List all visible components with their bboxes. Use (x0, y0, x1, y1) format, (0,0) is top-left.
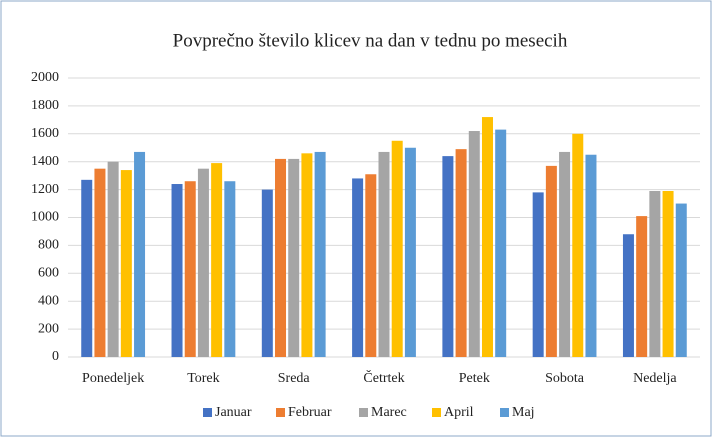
bar (314, 151, 326, 357)
bar (211, 163, 223, 357)
x-tick-label: Sreda (278, 371, 311, 386)
bar (134, 151, 146, 357)
bar (288, 158, 300, 357)
bar (197, 168, 209, 357)
bar (636, 216, 648, 357)
chart-title: Povprečno število klicev na dan v tednu … (173, 30, 568, 51)
bar (468, 131, 480, 357)
bar (261, 189, 273, 357)
x-tick-label: Petek (459, 371, 490, 386)
x-tick-label: Torek (187, 371, 219, 386)
bar (120, 170, 132, 357)
bar (495, 129, 507, 357)
y-tick-label: 1400 (31, 154, 59, 169)
bar (481, 117, 493, 357)
bar (107, 161, 119, 357)
y-tick-label: 1200 (31, 182, 59, 197)
y-tick-label: 400 (38, 293, 59, 308)
legend-label: Februar (288, 405, 332, 420)
y-tick-label: 1600 (31, 126, 59, 141)
y-tick-label: 800 (38, 238, 59, 253)
bar (171, 184, 183, 357)
bar (675, 203, 687, 357)
bar (378, 151, 390, 357)
bar (545, 165, 557, 357)
bar (94, 168, 106, 357)
bar (662, 190, 674, 357)
x-tick-label: Sobota (545, 371, 585, 386)
legend-swatch (500, 408, 509, 417)
y-tick-label: 0 (52, 349, 59, 364)
y-tick-label: 1000 (31, 210, 59, 225)
bar (81, 179, 93, 357)
x-tick-label: Nedelja (633, 371, 677, 386)
bar (224, 181, 236, 357)
bar (184, 181, 196, 357)
legend-swatch (359, 408, 368, 417)
bar (301, 153, 313, 357)
bar (352, 178, 364, 357)
bar (404, 147, 416, 357)
bar (442, 156, 454, 357)
legend-swatch (276, 408, 285, 417)
y-tick-label: 1800 (31, 98, 59, 113)
bar (585, 154, 597, 357)
bar (532, 192, 544, 357)
x-tick-label: Četrtek (363, 369, 404, 386)
bar (365, 174, 377, 357)
legend-label: Maj (512, 405, 535, 420)
bar (455, 149, 467, 357)
legend-label: Januar (215, 405, 252, 420)
y-tick-label: 600 (38, 266, 59, 281)
legend-swatch (203, 408, 212, 417)
bar (391, 140, 403, 357)
y-tick-label: 200 (38, 321, 59, 336)
legend-label: April (444, 405, 474, 420)
legend-swatch (432, 408, 441, 417)
x-tick-label: Ponedeljek (82, 371, 144, 386)
bar (649, 190, 661, 357)
legend-label: Marec (371, 405, 407, 420)
bar (559, 151, 571, 357)
y-tick-label: 2000 (31, 70, 59, 85)
bar (275, 158, 287, 357)
bar (622, 234, 634, 357)
bar (572, 133, 584, 357)
